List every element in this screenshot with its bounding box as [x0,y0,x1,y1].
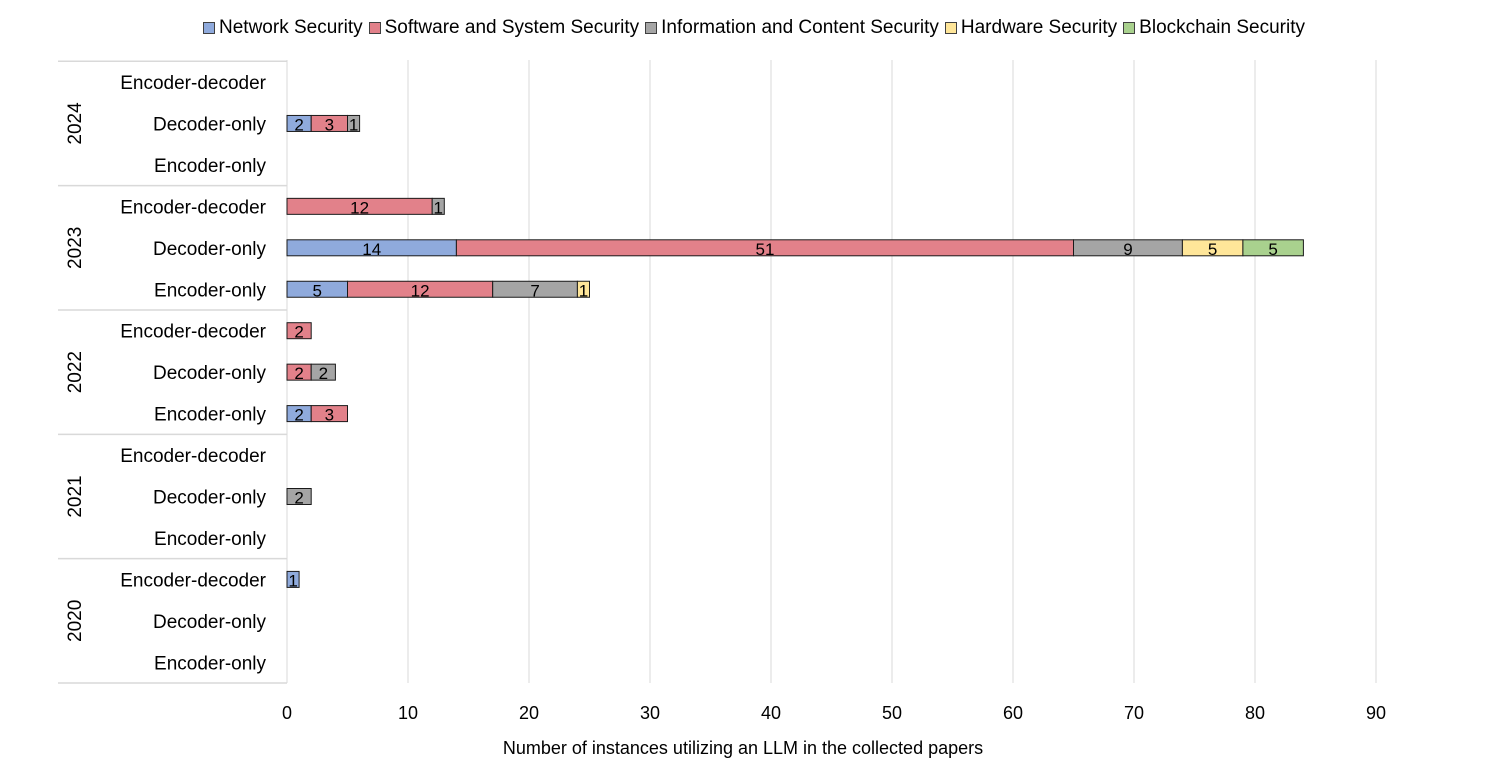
x-tick-label: 20 [519,703,539,723]
bar-value-label: 5 [1268,240,1277,259]
bar-value-label: 3 [325,115,334,134]
bar-value-label: 3 [325,406,334,425]
bar-value-label: 1 [434,198,443,217]
legend-swatch [203,22,216,34]
bar-layer: 2 3 112 114 51 9 5 55 12 7 122 22 321 [286,114,1304,590]
bar-value-label: 2 [319,364,328,383]
legend-label: Software and System Security [384,17,640,38]
legend-item: Network Security [203,17,363,39]
legend-item: Hardware Security [944,17,1118,39]
bar-value-label: 9 [1123,240,1132,259]
category-label: Decoder-only [153,488,266,509]
bar-value-label: 5 [313,281,322,300]
legend: Network Security Software and System Secu… [0,14,1508,42]
bar-value-label: 1 [349,115,358,134]
category-label: Encoder-decoder [120,197,266,218]
bar-value-label: 1 [579,281,588,300]
group-label: 2021 [65,475,86,517]
legend-swatch [1123,22,1136,34]
bar-value-label: 7 [530,281,539,300]
legend-label: Information and Content Security [661,17,939,38]
legend-label: Hardware Security [960,17,1118,38]
x-tick-label: 30 [640,703,660,723]
bar-segment [310,363,336,381]
legend-item: Software and System Security [368,17,640,39]
bar-segment [347,114,361,132]
bar-segment [431,197,445,215]
x-tick-label: 80 [1245,703,1265,723]
bar-value-label: 14 [362,240,381,259]
x-tick-label: 0 [282,703,292,723]
category-label: Decoder-only [153,114,266,135]
group-label: 2024 [65,102,86,145]
group-label: 2022 [65,351,86,393]
grid-layer [407,60,1377,683]
legend-item: Blockchain Security [1123,17,1305,39]
legend-label: Blockchain Security [1139,17,1305,38]
legend-label: Network Security [219,17,363,38]
bar-segment [310,405,349,423]
category-label: Decoder-only [153,612,266,633]
group-label: 2023 [65,227,86,269]
x-axis-title: Number of instances utilizing an LLM in … [503,738,983,758]
category-axis: Encoder-decoder Decoder-only Encoder-only E… [58,60,288,684]
bar-segment [286,570,300,588]
category-label: Encoder-only [154,529,266,550]
bar-segment [286,322,312,340]
category-label: Encoder-only [154,156,266,177]
legend-swatch [944,22,957,34]
x-tick-label: 90 [1366,703,1386,723]
bar-value-label: 12 [411,281,430,300]
bar-value-label: 1 [288,571,297,590]
category-label: Encoder-only [154,280,266,301]
category-label: Encoder-only [154,405,266,426]
category-label: Encoder-decoder [120,73,266,94]
bar-segment [1242,239,1304,257]
bar-value-label: 2 [294,406,303,425]
legend-swatch [368,22,381,34]
bar-value-label: 12 [350,198,369,217]
bar-value-label: 5 [1208,240,1217,259]
legend-swatch [645,22,658,34]
bar-value-label: 2 [294,323,303,342]
x-tick-label: 50 [882,703,902,723]
x-tick-label: 10 [398,703,418,723]
bar-value-label: 2 [294,115,303,134]
x-axis-ticks: 0 10 20 30 40 50 60 70 80 90 [282,703,1386,723]
category-label: Decoder-only [153,239,266,260]
x-tick-label: 40 [761,703,781,723]
bar-segment [576,280,591,298]
category-label: Encoder-decoder [120,446,266,467]
x-tick-label: 70 [1124,703,1144,723]
bar-value-label: 2 [294,489,303,508]
bar-value-label: 51 [755,240,774,259]
legend-item: Information and Content Security [645,17,939,39]
group-label: 2020 [65,600,86,642]
category-label: Encoder-decoder [120,570,266,591]
category-label: Encoder-decoder [120,322,266,343]
category-label: Encoder-only [154,653,266,674]
bar-value-label: 2 [294,364,303,383]
x-tick-label: 60 [1003,703,1023,723]
bar-segment [286,488,312,505]
category-label: Decoder-only [153,363,266,384]
